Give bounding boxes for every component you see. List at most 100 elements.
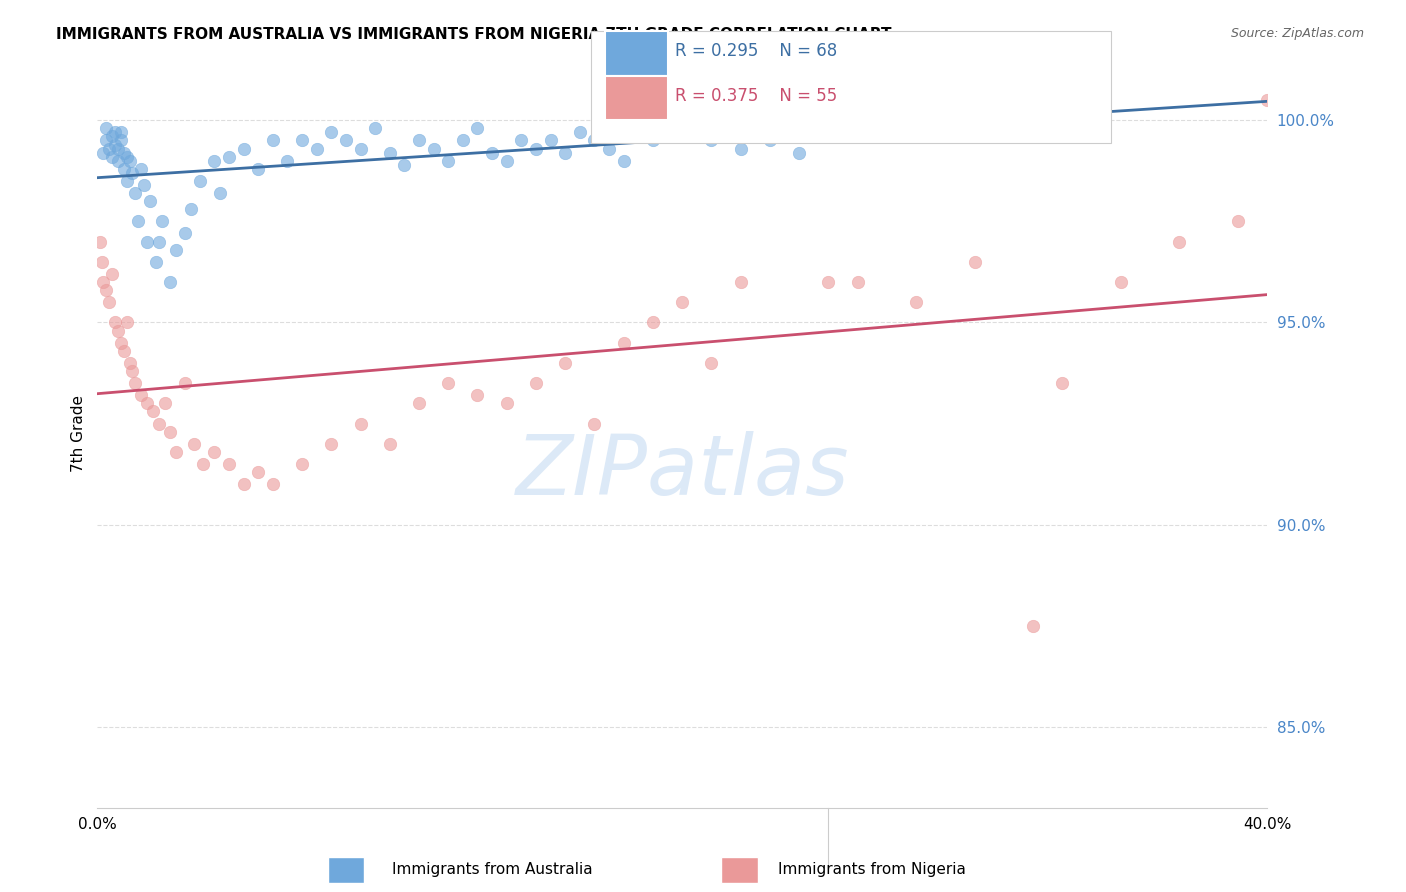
Point (451, 133, 474, 147)
Point (510, 133, 533, 147)
Point (218, 150, 240, 164)
Point (540, 133, 562, 147)
Point (291, 133, 314, 147)
Point (94, 133, 117, 147)
Point (467, 388, 489, 402)
Point (180, 202, 202, 217)
Point (321, 436, 343, 450)
Point (188, 174, 211, 188)
Point (91, 275, 114, 289)
Point (276, 153, 298, 168)
Point (700, 133, 723, 147)
Point (121, 166, 143, 180)
Point (98, 142, 121, 156)
Point (378, 145, 401, 160)
Point (115, 174, 138, 188)
Point (335, 133, 357, 147)
Point (394, 158, 416, 172)
Point (759, 133, 782, 147)
Point (153, 396, 176, 410)
Point (437, 153, 460, 168)
Point (94, 283, 117, 297)
Point (1256, 93, 1278, 107)
Point (321, 125, 343, 139)
Point (305, 142, 328, 156)
Point (159, 425, 181, 439)
Y-axis label: 7th Grade: 7th Grade (72, 395, 86, 472)
Point (613, 335, 636, 350)
Point (1022, 618, 1045, 632)
Point (107, 142, 129, 156)
Point (495, 396, 517, 410)
Point (165, 243, 187, 257)
Point (247, 161, 270, 176)
Point (232, 477, 254, 491)
Point (408, 396, 430, 410)
Text: ZIPatlas: ZIPatlas (516, 431, 849, 511)
Point (554, 356, 576, 370)
Point (191, 457, 214, 471)
Point (142, 404, 165, 418)
Point (524, 142, 547, 156)
Point (148, 417, 170, 431)
Point (218, 457, 240, 471)
Point (262, 133, 284, 147)
Point (568, 125, 591, 139)
Point (613, 153, 636, 168)
Point (110, 133, 132, 147)
Point (107, 153, 129, 168)
Point (107, 324, 129, 338)
Point (291, 457, 314, 471)
Point (202, 153, 225, 168)
Point (437, 376, 460, 390)
Point (115, 315, 138, 329)
Point (183, 436, 205, 450)
Point (115, 150, 138, 164)
Text: Source: ZipAtlas.com: Source: ZipAtlas.com (1230, 27, 1364, 40)
Point (408, 133, 430, 147)
Point (124, 376, 146, 390)
Point (378, 436, 401, 450)
Point (174, 376, 197, 390)
Point (671, 295, 693, 310)
Point (846, 275, 869, 289)
Point (90, 254, 112, 268)
Point (247, 465, 270, 479)
Point (583, 133, 606, 147)
Point (467, 121, 489, 136)
Point (422, 142, 444, 156)
Point (554, 145, 576, 160)
Point (963, 254, 986, 268)
Point (104, 125, 127, 139)
Text: Immigrants from Australia: Immigrants from Australia (392, 863, 592, 877)
Point (136, 396, 159, 410)
Point (110, 125, 132, 139)
Text: R = 0.375    N = 55: R = 0.375 N = 55 (675, 87, 837, 105)
Point (134, 178, 156, 192)
Point (129, 388, 152, 402)
Text: IMMIGRANTS FROM AUSTRALIA VS IMMIGRANTS FROM NIGERIA 7TH GRADE CORRELATION CHART: IMMIGRANTS FROM AUSTRALIA VS IMMIGRANTS … (56, 27, 891, 42)
Point (104, 315, 127, 329)
Point (101, 267, 124, 281)
Point (136, 235, 159, 249)
Point (124, 186, 146, 200)
Point (145, 254, 167, 268)
Point (598, 142, 620, 156)
Point (364, 121, 387, 136)
Point (104, 137, 127, 152)
Point (730, 275, 752, 289)
Point (495, 153, 517, 168)
Point (139, 194, 162, 208)
Point (262, 477, 284, 491)
Point (202, 445, 225, 459)
Point (118, 356, 141, 370)
Point (101, 129, 124, 144)
Point (121, 364, 143, 378)
Point (1226, 214, 1249, 228)
Point (349, 417, 371, 431)
Point (129, 161, 152, 176)
Point (91, 145, 114, 160)
Point (127, 214, 149, 228)
Point (1168, 235, 1191, 249)
Point (524, 376, 547, 390)
